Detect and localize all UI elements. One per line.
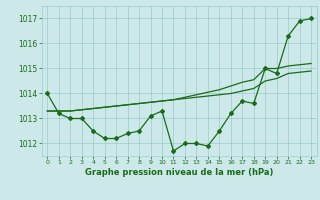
X-axis label: Graphe pression niveau de la mer (hPa): Graphe pression niveau de la mer (hPa) [85,168,273,177]
